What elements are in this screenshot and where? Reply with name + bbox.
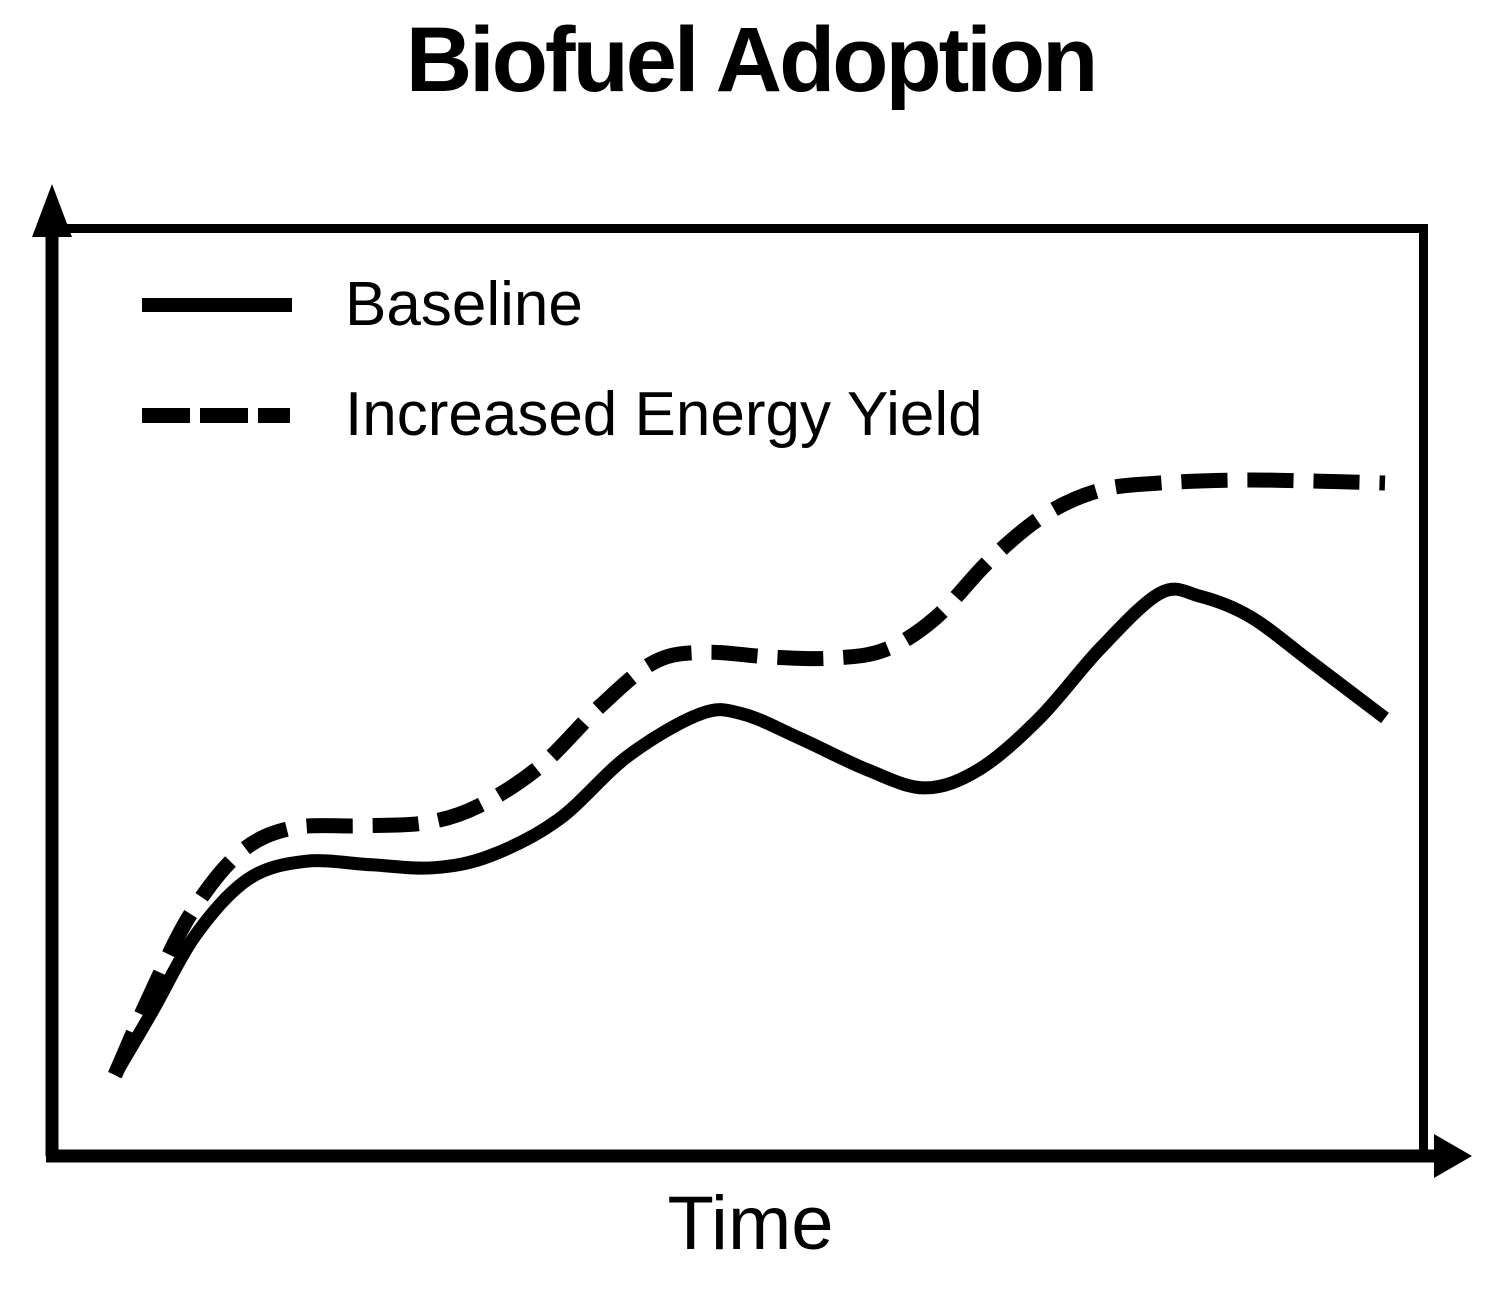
legend-label-baseline: Baseline <box>345 270 583 339</box>
legend-label-increased-energy-yield: Increased Energy Yield <box>345 380 983 449</box>
legend-swatch-dashed-line <box>142 407 292 423</box>
legend: Baseline Increased Energy Yield <box>142 258 983 462</box>
legend-swatch-solid-line <box>142 298 292 312</box>
legend-item-increased-energy-yield: Increased Energy Yield <box>142 368 983 462</box>
x-axis-arrowhead <box>1434 1134 1472 1178</box>
legend-item-baseline: Baseline <box>142 258 983 352</box>
increased-energy-yield-curve <box>108 472 1386 1079</box>
x-axis-label: Time <box>667 1181 834 1266</box>
baseline-curve <box>109 582 1389 1079</box>
y-axis-arrowhead <box>32 184 72 237</box>
chart-title: Biofuel Adoption <box>405 9 1099 111</box>
